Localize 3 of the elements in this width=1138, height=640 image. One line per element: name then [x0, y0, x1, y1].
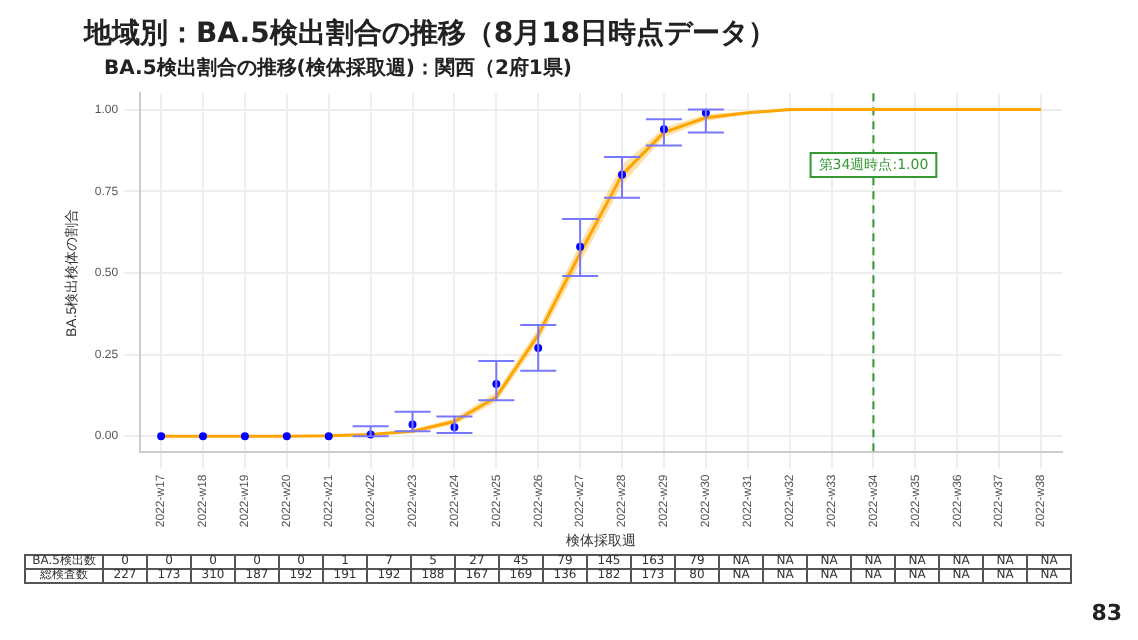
chart-title: 地域別：BA.5検出割合の推移（8月18日時点データ）: [84, 16, 777, 52]
chart-subtitle: BA.5検出割合の推移(検体採取週)：関西（2府1県): [104, 54, 572, 82]
text: 83: [1091, 600, 1122, 626]
